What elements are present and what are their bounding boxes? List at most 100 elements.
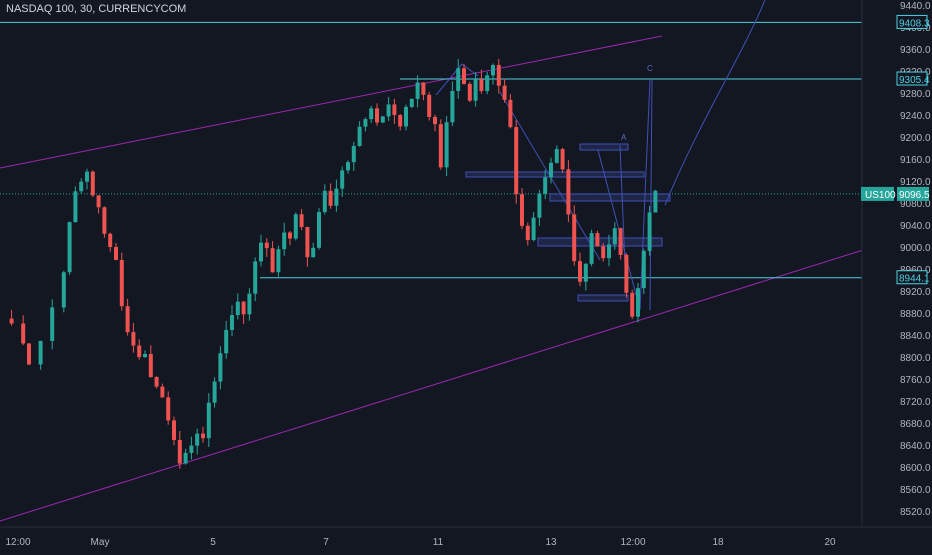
- candle-body: [380, 116, 385, 123]
- price-tick-label: 8520.0: [900, 507, 931, 518]
- candle-body: [270, 248, 275, 273]
- wave-label: C: [647, 64, 653, 73]
- candle-body: [409, 98, 414, 107]
- candle-body: [114, 247, 118, 261]
- candle-body: [554, 149, 559, 163]
- price-tick-label: 8680.0: [900, 419, 931, 430]
- candle-body: [375, 108, 379, 123]
- candle-body: [433, 117, 437, 125]
- candle-body: [392, 104, 397, 116]
- candle-body: [322, 190, 327, 213]
- symbol-tag[interactable]: [861, 186, 894, 201]
- level-price-tag[interactable]: [896, 270, 928, 285]
- price-tick-label: 8840.0: [900, 331, 931, 342]
- candle-body: [224, 329, 229, 354]
- candle-body: [108, 233, 113, 248]
- candle-body: [636, 288, 640, 317]
- last-price-label: 9096.5: [899, 190, 930, 201]
- candle-body: [520, 194, 524, 226]
- wave-drawing-line[interactable]: [639, 79, 651, 311]
- candle-body: [276, 249, 281, 273]
- candle-body: [259, 242, 263, 262]
- candle-body: [653, 190, 658, 213]
- candle-body: [218, 353, 223, 382]
- candle-body: [21, 323, 26, 344]
- candle-body: [537, 193, 542, 218]
- time-tick-label: 7: [323, 537, 329, 548]
- candle-body: [119, 260, 124, 307]
- symbol-tag-label: US100: [865, 190, 896, 201]
- last-price-tag[interactable]: [897, 186, 929, 201]
- drawing-zone-box[interactable]: [579, 143, 629, 151]
- level-price-tag[interactable]: [896, 71, 928, 86]
- candle-body: [38, 340, 43, 365]
- candle-body: [467, 83, 472, 101]
- candle-body: [311, 247, 316, 258]
- candle-body: [647, 212, 652, 251]
- projection-curve[interactable]: [664, 0, 766, 206]
- candle-body: [479, 79, 484, 92]
- channel-lower-line[interactable]: [0, 239, 896, 522]
- candle-body: [595, 233, 600, 247]
- candle-body: [462, 68, 466, 84]
- price-tick-label: 9080.0: [900, 199, 931, 210]
- candle-body: [473, 79, 478, 101]
- level-price-tag-label: 9408.3: [899, 18, 930, 29]
- price-tick-label: 8880.0: [900, 309, 931, 320]
- candle-body: [85, 171, 89, 182]
- candle-body: [241, 301, 246, 315]
- candle-body: [578, 261, 582, 282]
- candle-body: [485, 75, 490, 92]
- candle-body: [328, 190, 333, 206]
- candle-body: [131, 332, 136, 346]
- candle-body: [183, 452, 188, 464]
- candle-body: [73, 191, 78, 223]
- candle-body: [50, 307, 55, 341]
- candle-body: [363, 119, 368, 127]
- wave-label: A: [621, 133, 627, 142]
- symbol-title[interactable]: NASDAQ 100, 30, CURRENCYCOM: [6, 3, 187, 15]
- candle-body: [508, 99, 513, 128]
- candle-body: [624, 254, 629, 293]
- candle-body: [566, 169, 571, 215]
- candle-body: [288, 232, 292, 239]
- time-tick-label: May: [91, 537, 110, 548]
- candle-body: [125, 306, 130, 333]
- time-tick-label: 12:00: [620, 537, 645, 548]
- time-tick-label: 13: [545, 537, 557, 548]
- candle-body: [427, 94, 432, 118]
- candle-body: [514, 127, 519, 195]
- time-tick-label: 18: [712, 537, 724, 548]
- candle-body: [160, 386, 165, 398]
- candle-body: [450, 90, 455, 123]
- price-tick-label: 9360.0: [900, 45, 931, 56]
- drawing-zone-box[interactable]: [537, 237, 663, 247]
- drawing-zone-box[interactable]: [577, 294, 629, 302]
- level-price-tag[interactable]: [896, 14, 928, 29]
- drawing-zone-box[interactable]: [465, 171, 645, 178]
- candle-body: [398, 115, 403, 127]
- price-tick-label: 8800.0: [900, 353, 931, 364]
- candle-body: [525, 225, 530, 241]
- candle-body: [456, 68, 461, 91]
- wave-drawing-line[interactable]: [649, 79, 653, 311]
- candle-body: [247, 293, 252, 315]
- price-tick-label: 8600.0: [900, 463, 931, 474]
- candle-body: [148, 353, 153, 377]
- candle-body: [264, 242, 269, 249]
- candle-body: [79, 181, 84, 192]
- candle-body: [589, 233, 594, 264]
- time-tick-label: 20: [824, 537, 836, 548]
- channel-upper-line[interactable]: [0, 35, 663, 169]
- price-tick-label: 8640.0: [900, 441, 931, 452]
- candle-body: [9, 318, 14, 324]
- candle-body: [201, 433, 205, 439]
- candle-body: [235, 301, 240, 316]
- candle-body: [351, 145, 356, 163]
- candle-body: [154, 376, 159, 387]
- time-axis[interactable]: [0, 527, 932, 550]
- time-tick-label: 11: [433, 537, 444, 548]
